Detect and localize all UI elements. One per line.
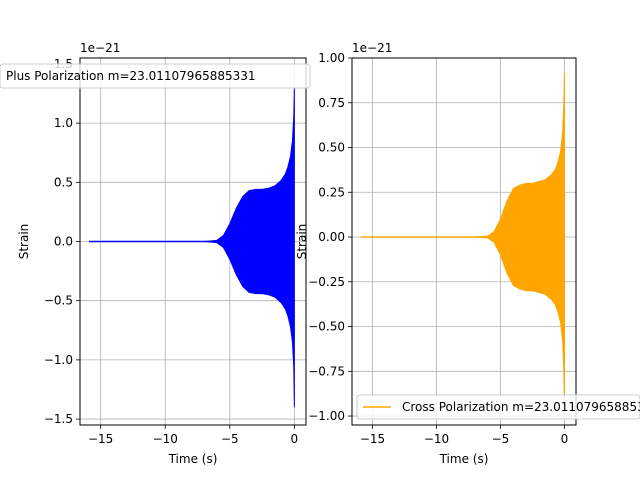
right-series-envelope [360,72,565,417]
left-y-tick-label-3: 0.0 [54,235,73,249]
left-y-tick-label-5: 1.0 [54,116,73,130]
left-x-tick-label-3: 0 [291,432,299,446]
left-y-axis-label: Strain [17,224,31,260]
right-x-tick-label-0: −15 [360,432,385,446]
left-y-tick-label-4: 0.5 [54,175,73,189]
right-y-ticks: −1.00 −0.75 −0.50 −0.25 0.00 0.25 0.50 0.75 1.00 [308,51,352,423]
right-x-tick-label-1: −10 [424,432,449,446]
left-y-tick-label-1: −1.0 [44,353,73,367]
right-y-tick-label-3: −0.25 [308,275,345,289]
left-x-ticks: −15 −10 −5 0 [88,425,298,446]
right-y-tick-label-5: 0.25 [318,185,345,199]
left-x-tick-label-2: −5 [221,432,239,446]
left-x-tick-label-1: −10 [153,432,178,446]
right-x-ticks: −15 −10 −5 0 [360,425,568,446]
left-y-tick-label-0: −1.5 [44,412,73,426]
left-legend: Plus Polarization m=23.01107965885331 [0,63,311,89]
right-y-tick-label-0: −1.00 [308,409,345,423]
right-y-offset-text: 1e−21 [352,41,392,55]
left-y-tick-label-2: −0.5 [44,294,73,308]
plus-polarization-axes: −15−10−50 −1.5−1.0−0.50.00.51.01.5 Time … [0,41,311,466]
left-legend-box [0,63,311,89]
cross-polarization-series [360,72,565,417]
right-y-axis-label: Strain [295,224,309,260]
right-y-tick-label-1: −0.75 [308,364,345,378]
left-series-envelope [89,87,295,408]
right-y-tick-label-8: 1.00 [318,51,345,65]
cross-polarization-axes: −15 −10 −5 0 −1.00 −0.75 −0.50 −0.25 0.00 0.25 0.… [295,41,640,466]
right-legend-box [356,394,640,420]
right-axes-frame [351,57,577,426]
left-legend-label: Plus Polarization m=23.01107965885331 [6,69,256,83]
right-y-tick-label-6: 0.50 [318,141,345,155]
left-y-offset-text: 1e−21 [80,41,120,55]
plus-polarization-series [89,87,295,408]
left-x-tick-label-0: −15 [88,432,113,446]
right-legend-label: Cross Polarization m=23.01107965885331 [402,400,640,414]
right-x-axis-label: Time (s) [439,452,489,466]
right-x-tick-label-3: 0 [561,432,569,446]
right-y-tick-label-7: 0.75 [318,96,345,110]
right-y-tick-label-4: 0.00 [318,230,345,244]
left-x-axis-label: Time (s) [168,452,218,466]
right-y-tick-label-2: −0.50 [308,320,345,334]
right-legend: Cross Polarization m=23.01107965885331 [356,394,640,420]
right-x-tick-label-2: −5 [492,432,510,446]
